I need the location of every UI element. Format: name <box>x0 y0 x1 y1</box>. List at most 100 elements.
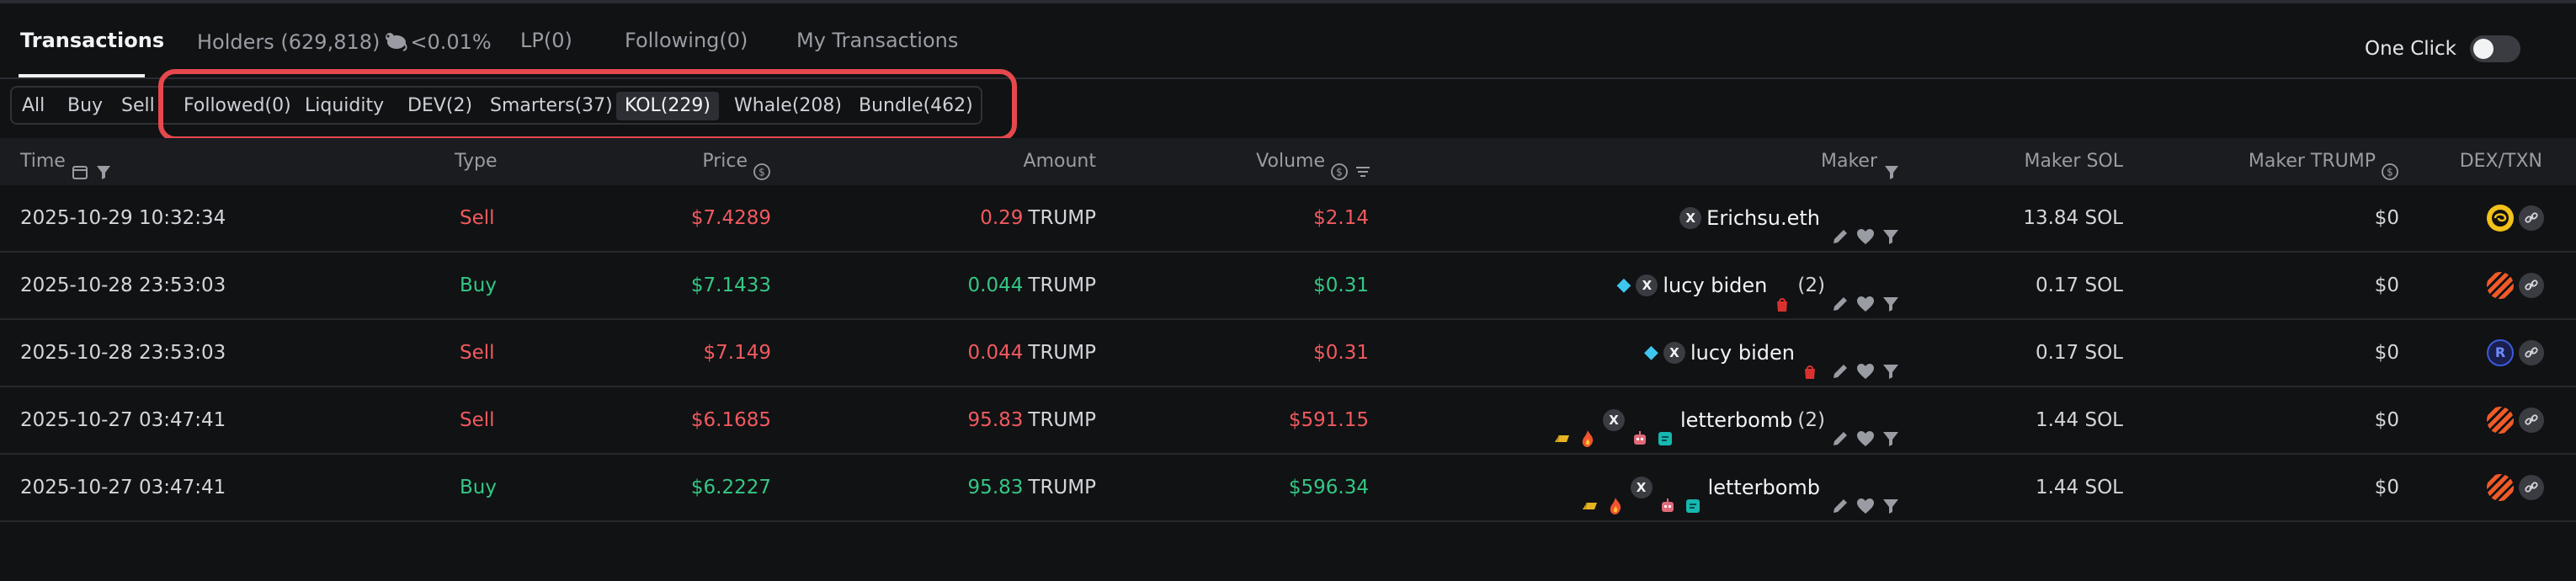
filter-smarters[interactable]: Smarters(37) <box>490 95 613 116</box>
filter-icon[interactable] <box>1882 152 1901 179</box>
edit-icon[interactable] <box>1830 343 1850 378</box>
row-amount-value: 0.29 <box>980 207 1024 229</box>
tab-following[interactable]: Following(0) <box>625 29 748 52</box>
edit-icon[interactable] <box>1830 208 1850 243</box>
row-maker-sol: 0.17 SOL <box>2035 275 2123 296</box>
col-price[interactable]: Price $ <box>589 138 771 185</box>
link-icon[interactable] <box>2519 205 2544 231</box>
tab-my-transactions[interactable]: My Transactions <box>796 29 959 52</box>
filter-icon[interactable] <box>1881 410 1901 446</box>
row-amount-unit: TRUMP <box>1028 409 1096 431</box>
dex-logo-icon[interactable]: R <box>2487 339 2514 366</box>
row-maker: X letterbomb (2) <box>1347 387 1901 453</box>
maker-name[interactable]: letterbomb <box>1679 408 1793 432</box>
edit-icon[interactable] <box>1830 410 1850 445</box>
row-amount: 0.29 TRUMP <box>842 185 1096 251</box>
rat-icon <box>383 29 408 52</box>
link-icon[interactable] <box>2519 340 2544 365</box>
sort-icon[interactable] <box>1354 152 1372 177</box>
col-price-label: Price <box>702 151 748 172</box>
tab-holders[interactable]: Holders (629,818) <0.01% <box>197 29 492 54</box>
top-border <box>0 0 2576 3</box>
dex-logo-icon[interactable] <box>2487 205 2514 232</box>
row-maker-trump: $0 <box>2374 342 2399 364</box>
heart-icon[interactable] <box>1855 343 1876 379</box>
filter-icon[interactable] <box>1881 275 1901 312</box>
row-amount-unit: TRUMP <box>1028 207 1096 229</box>
table-row[interactable]: 2025-10-29 10:32:34 Sell $7.4289 0.29 TR… <box>0 185 2576 253</box>
heart-icon[interactable] <box>1855 477 1876 514</box>
filter-sell[interactable]: Sell <box>121 95 155 116</box>
link-icon[interactable] <box>2519 475 2544 500</box>
col-maker[interactable]: Maker <box>1684 138 1901 185</box>
svg-text:$: $ <box>2387 167 2393 179</box>
col-volume[interactable]: Volume $ <box>1179 138 1372 185</box>
filter-icon[interactable] <box>94 152 113 179</box>
maker-name[interactable]: lucy biden <box>1663 274 1768 297</box>
tabs-divider <box>0 77 2576 79</box>
maker-count: (2) <box>1797 409 1825 431</box>
row-volume: $0.31 <box>1313 275 1369 296</box>
filter-buy[interactable]: Buy <box>67 95 104 116</box>
maker-name[interactable]: lucy biden <box>1690 341 1795 365</box>
edit-icon[interactable] <box>1830 275 1850 311</box>
row-maker-trump: $0 <box>2374 409 2399 431</box>
col-maker-label: Maker <box>1821 151 1877 172</box>
row-amount: 95.83 TRUMP <box>842 387 1096 453</box>
row-type: Sell <box>460 342 495 364</box>
dex-logo-icon[interactable] <box>2487 272 2514 299</box>
x-twitter-icon[interactable]: X <box>1630 477 1653 498</box>
row-time: 2025-10-27 03:47:41 <box>20 477 226 498</box>
link-icon[interactable] <box>2519 273 2544 298</box>
filter-followed[interactable]: Followed(0) <box>184 95 291 116</box>
filter-icon[interactable] <box>1881 208 1901 244</box>
x-twitter-icon[interactable]: X <box>1602 409 1625 431</box>
col-maker-trump[interactable]: Maker TRUMP $ <box>2155 138 2399 185</box>
tab-bar: Transactions Holders (629,818) <0.01% LP(… <box>0 3 2576 81</box>
row-price: $7.4289 <box>690 207 771 229</box>
row-price: $6.2227 <box>690 477 771 498</box>
x-twitter-icon[interactable]: X <box>1663 342 1685 364</box>
table-row[interactable]: 2025-10-27 03:47:41 Buy $6.2227 95.83 TR… <box>0 455 2576 522</box>
one-click-toggle[interactable] <box>2470 35 2520 62</box>
tab-lp[interactable]: LP(0) <box>520 29 572 52</box>
heart-icon[interactable] <box>1855 410 1876 446</box>
row-volume: $596.34 <box>1288 477 1369 498</box>
row-maker: ◆ X lucy biden (2) <box>1347 253 1901 318</box>
table-row[interactable]: 2025-10-27 03:47:41 Sell $6.1685 95.83 T… <box>0 387 2576 455</box>
row-type: Buy <box>460 477 497 498</box>
filter-liquidity[interactable]: Liquidity <box>305 95 385 116</box>
heart-icon[interactable] <box>1855 208 1876 244</box>
dollar-toggle-icon[interactable]: $ <box>753 152 771 180</box>
tab-holders-pct: <0.01% <box>410 30 492 54</box>
heart-icon[interactable] <box>1855 275 1876 312</box>
bag-icon <box>1772 275 1792 312</box>
row-maker-sol: 13.84 SOL <box>2023 207 2123 229</box>
filter-all[interactable]: All <box>22 95 45 116</box>
dex-logo-icon[interactable] <box>2487 407 2514 434</box>
link-icon[interactable] <box>2519 408 2544 433</box>
maker-name[interactable]: Erichsu.eth <box>1706 206 1820 230</box>
table-row[interactable]: 2025-10-28 23:53:03 Buy $7.1433 0.044 TR… <box>0 253 2576 320</box>
filter-icon[interactable] <box>1881 477 1901 514</box>
diamond-icon: ◆ <box>1616 275 1631 296</box>
maker-name[interactable]: letterbomb <box>1707 476 1820 499</box>
dollar-toggle-icon[interactable]: $ <box>1330 152 1349 180</box>
tab-transactions[interactable]: Transactions <box>20 29 165 52</box>
filter-whale[interactable]: Whale(208) <box>734 95 842 116</box>
filter-bundle[interactable]: Bundle(462) <box>859 95 973 116</box>
table-row[interactable]: 2025-10-28 23:53:03 Sell $7.149 0.044 TR… <box>0 320 2576 387</box>
dex-logo-icon[interactable] <box>2487 474 2514 501</box>
x-twitter-icon[interactable]: X <box>1679 207 1702 229</box>
highlight-annotation <box>158 69 1017 141</box>
filter-dev[interactable]: DEV(2) <box>407 95 473 116</box>
row-amount-value: 0.044 <box>967 342 1024 364</box>
edit-icon[interactable] <box>1830 477 1850 513</box>
filter-kol[interactable]: KOL(229) <box>616 92 719 120</box>
col-time[interactable]: Time <box>20 138 113 185</box>
calendar-icon[interactable] <box>71 152 89 179</box>
x-twitter-icon[interactable]: X <box>1636 275 1658 296</box>
dollar-toggle-icon[interactable]: $ <box>2381 152 2399 180</box>
toggle-knob <box>2473 39 2494 59</box>
filter-icon[interactable] <box>1881 343 1901 379</box>
